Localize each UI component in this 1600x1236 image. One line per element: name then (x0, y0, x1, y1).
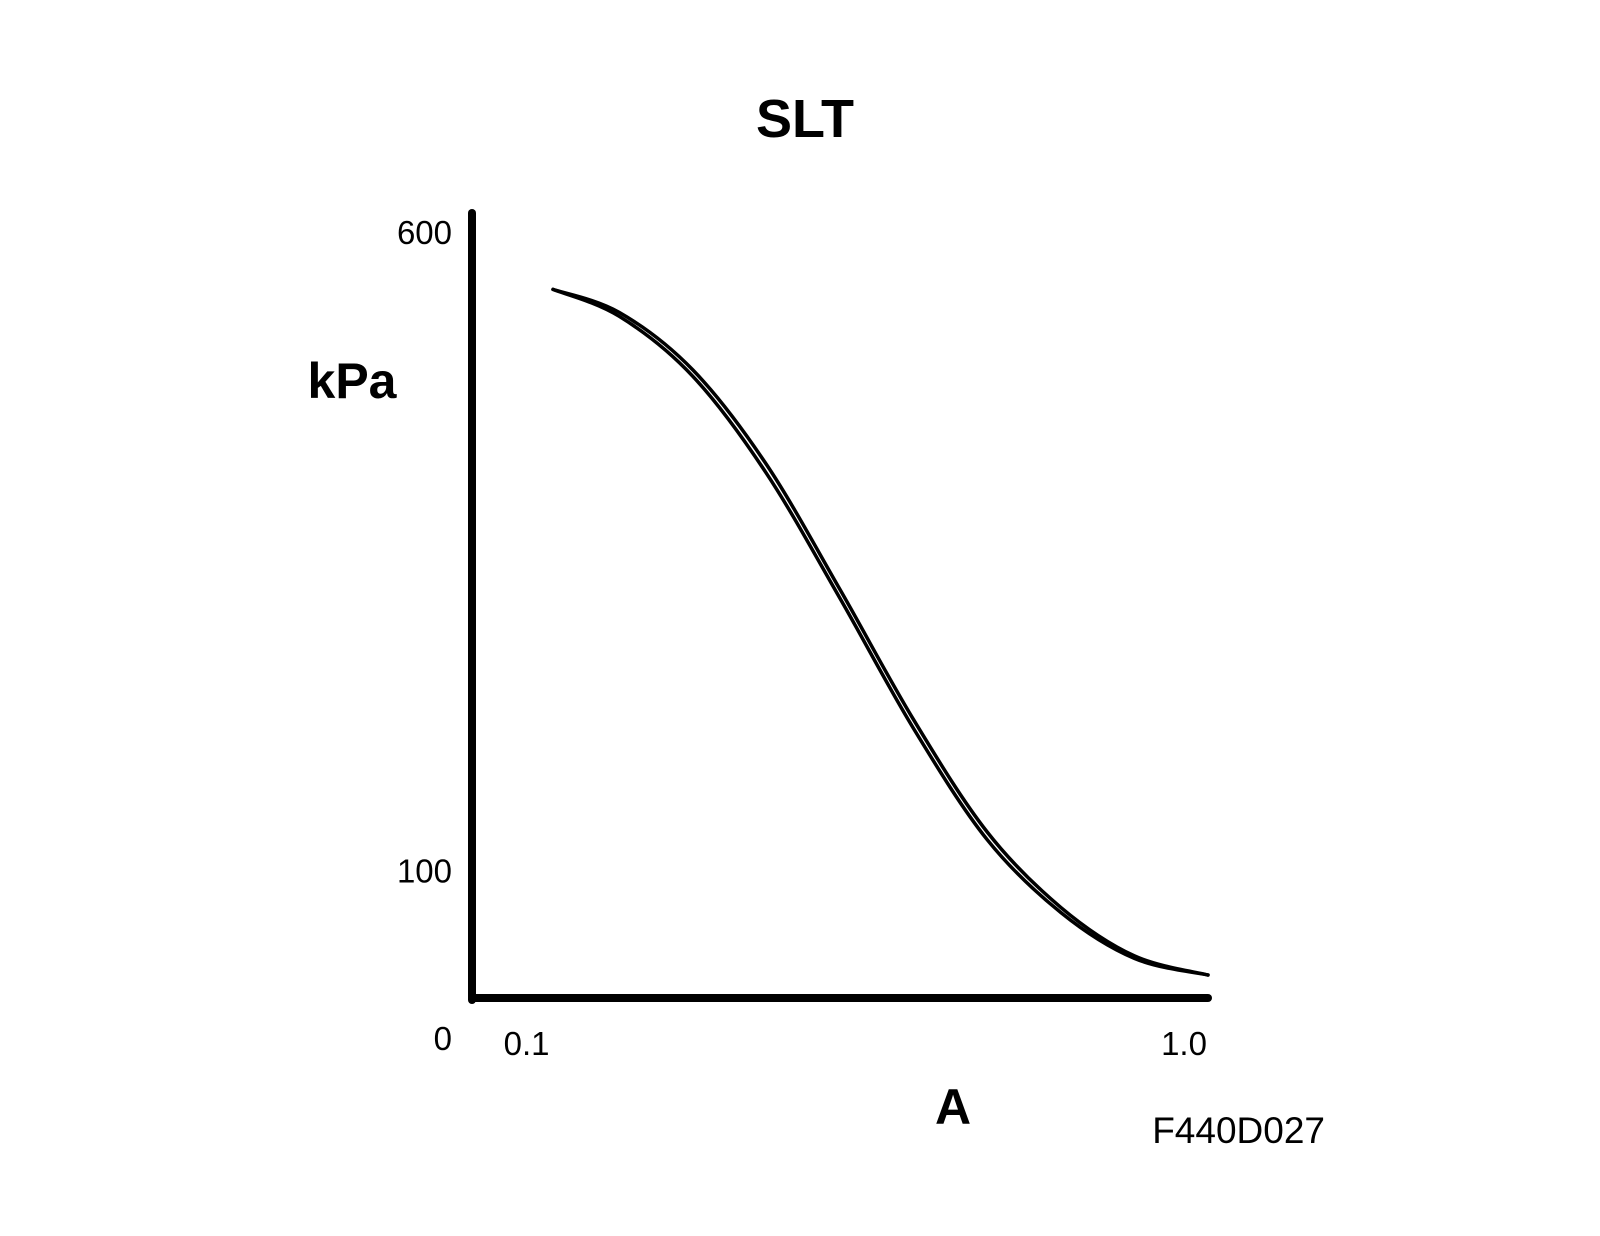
y-tick-label-100: 100 (397, 852, 452, 889)
y-tick-label-600: 600 (397, 214, 452, 251)
x-tick-labels: 0.1 1.0 (504, 1025, 1207, 1062)
x-axis-label: A (935, 1079, 971, 1135)
series-line-1 (551, 287, 1210, 977)
chart-title: SLT (756, 89, 854, 149)
y-axis-label: kPa (308, 353, 398, 409)
y-tick-labels: 0 100 600 (397, 214, 452, 1057)
y-tick-label-0: 0 (434, 1020, 452, 1057)
x-tick-label-1.0: 1.0 (1161, 1025, 1207, 1062)
figure-code: F440D027 (1152, 1110, 1325, 1151)
series-line-2 (551, 287, 1210, 977)
data-series (551, 287, 1210, 977)
x-tick-label-0.1: 0.1 (504, 1025, 550, 1062)
